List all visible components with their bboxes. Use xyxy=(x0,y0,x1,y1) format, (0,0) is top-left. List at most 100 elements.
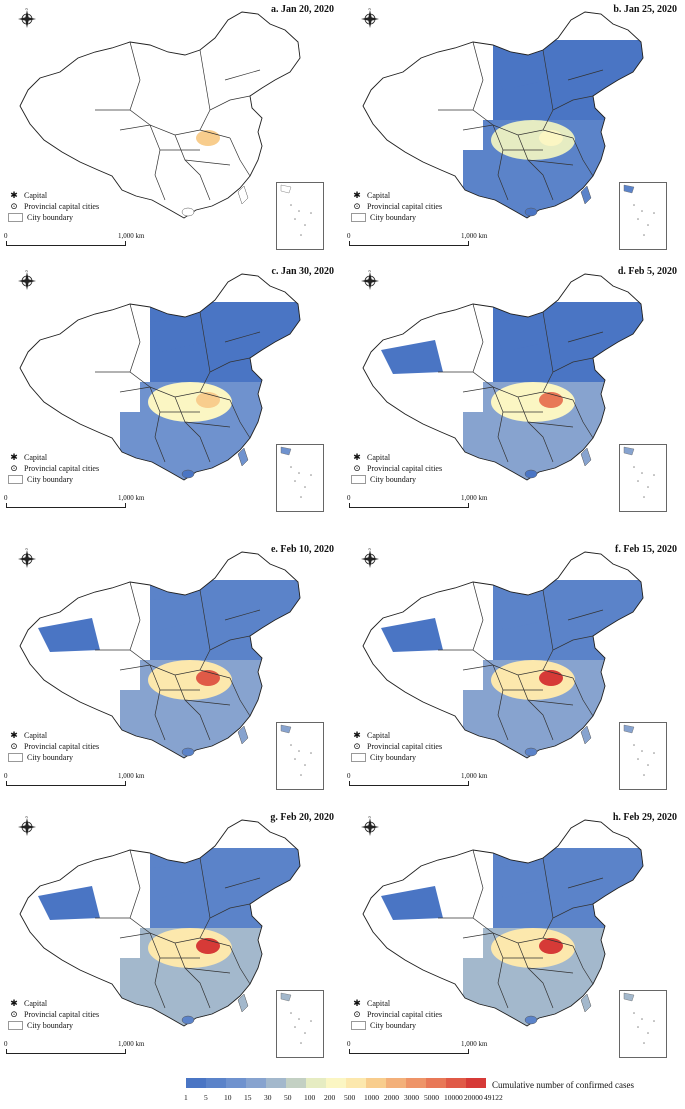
svg-text:N: N xyxy=(25,816,28,819)
colorbar-swatch xyxy=(346,1078,366,1088)
map-legend: ✱ Capital ⊙ Provincial capital cities City… xyxy=(349,190,442,223)
boundary-swatch xyxy=(8,213,23,222)
legend-boundary: City boundary xyxy=(6,1020,99,1031)
capital-icon: ✱ xyxy=(10,998,18,1008)
svg-text:N: N xyxy=(25,270,28,273)
legend-capital: ✱ Capital xyxy=(349,452,442,463)
north-arrow-icon: N xyxy=(359,814,381,838)
china-map xyxy=(362,551,644,759)
boundary-swatch xyxy=(351,1021,366,1030)
south-china-sea-inset xyxy=(619,444,667,512)
legend-provincial: ⊙ Provincial capital cities xyxy=(349,463,442,474)
legend-provincial: ⊙ Provincial capital cities xyxy=(6,463,99,474)
colorbar-swatch xyxy=(186,1078,206,1088)
map-panel: b. Jan 25, 2020 N ✱ Capital ⊙ Provincial c… xyxy=(343,0,685,262)
provincial-capital-icon: ⊙ xyxy=(353,741,361,751)
boundary-swatch xyxy=(351,475,366,484)
map-legend: ✱ Capital ⊙ Provincial capital cities City… xyxy=(6,190,99,223)
svg-text:N: N xyxy=(368,270,371,273)
north-arrow-icon: N xyxy=(16,814,38,838)
boundary-swatch xyxy=(8,1021,23,1030)
provincial-capital-icon: ⊙ xyxy=(10,201,18,211)
china-map xyxy=(19,819,301,1027)
north-arrow-icon: N xyxy=(359,6,381,30)
map-legend: ✱ Capital ⊙ Provincial capital cities City… xyxy=(349,730,442,763)
capital-icon: ✱ xyxy=(353,452,361,462)
panel-title: a. Jan 20, 2020 xyxy=(270,4,334,15)
panel-title: b. Jan 25, 2020 xyxy=(613,4,677,15)
colorbar-tick: 10000 xyxy=(444,1093,463,1102)
svg-text:N: N xyxy=(25,548,28,551)
legend-capital: ✱ Capital xyxy=(6,730,99,741)
colorbar-swatch xyxy=(366,1078,386,1088)
map-panel: c. Jan 30, 2020 N ✱ Capital ⊙ Provincial c… xyxy=(0,262,342,524)
south-china-sea-inset xyxy=(276,444,324,512)
legend-provincial: ⊙ Provincial capital cities xyxy=(6,201,99,212)
china-map xyxy=(362,819,644,1027)
colorbar-tick: 30 xyxy=(264,1093,272,1102)
capital-icon: ✱ xyxy=(10,452,18,462)
legend-provincial: ⊙ Provincial capital cities xyxy=(349,201,442,212)
panel-title: c. Jan 30, 2020 xyxy=(271,266,335,277)
boundary-swatch xyxy=(351,753,366,762)
legend-provincial: ⊙ Provincial capital cities xyxy=(349,741,442,752)
colorbar-tick: 1000 xyxy=(364,1093,379,1102)
south-china-sea-inset xyxy=(619,182,667,250)
legend-provincial: ⊙ Provincial capital cities xyxy=(349,1009,442,1020)
legend-capital: ✱ Capital xyxy=(349,998,442,1009)
legend-capital: ✱ Capital xyxy=(349,730,442,741)
legend-provincial: ⊙ Provincial capital cities xyxy=(6,1009,99,1020)
north-arrow-icon: N xyxy=(16,6,38,30)
svg-text:N: N xyxy=(368,816,371,819)
svg-text:N: N xyxy=(368,8,371,11)
colorbar-tick: 49122 xyxy=(484,1093,503,1102)
colorbar-swatch xyxy=(406,1078,426,1088)
map-panel: e. Feb 10, 2020 N ✱ Capital ⊙ Provincial c… xyxy=(0,540,342,802)
provincial-capital-icon: ⊙ xyxy=(353,463,361,473)
colorbar-tick: 500 xyxy=(344,1093,356,1102)
legend-boundary: City boundary xyxy=(6,474,99,485)
colorbar-tick: 20000 xyxy=(464,1093,483,1102)
colorbar-swatch xyxy=(446,1078,466,1088)
provincial-capital-icon: ⊙ xyxy=(10,1009,18,1019)
capital-icon: ✱ xyxy=(353,730,361,740)
china-map xyxy=(19,11,301,219)
south-china-sea-inset xyxy=(276,990,324,1058)
map-panel: a. Jan 20, 2020 N ✱ Capital ⊙ Provincial c… xyxy=(0,0,342,262)
north-arrow-icon: N xyxy=(16,546,38,570)
capital-icon: ✱ xyxy=(10,190,18,200)
colorbar-tick: 2000 xyxy=(384,1093,399,1102)
legend-boundary: City boundary xyxy=(6,752,99,763)
colorbar-swatch xyxy=(246,1078,266,1088)
south-china-sea-inset xyxy=(619,990,667,1058)
provincial-capital-icon: ⊙ xyxy=(10,741,18,751)
colorbar-swatch xyxy=(326,1078,346,1088)
boundary-swatch xyxy=(8,753,23,762)
map-legend: ✱ Capital ⊙ Provincial capital cities City… xyxy=(349,998,442,1031)
panel-title: f. Feb 15, 2020 xyxy=(615,544,677,555)
boundary-swatch xyxy=(8,475,23,484)
legend-boundary: City boundary xyxy=(349,1020,442,1031)
colorbar-swatch xyxy=(266,1078,286,1088)
colorbar-swatch xyxy=(226,1078,246,1088)
china-map xyxy=(362,273,644,481)
map-panel: h. Feb 29, 2020 N ✱ Capital ⊙ Provincial c… xyxy=(343,808,685,1070)
china-map xyxy=(19,551,301,759)
china-map xyxy=(362,11,644,219)
legend-provincial: ⊙ Provincial capital cities xyxy=(6,741,99,752)
map-legend: ✱ Capital ⊙ Provincial capital cities City… xyxy=(6,730,99,763)
legend-boundary: City boundary xyxy=(6,212,99,223)
south-china-sea-inset xyxy=(276,722,324,790)
colorbar-tick: 5 xyxy=(204,1093,208,1102)
colorbar-tick: 10 xyxy=(224,1093,232,1102)
capital-icon: ✱ xyxy=(353,998,361,1008)
colorbar-swatch xyxy=(306,1078,326,1088)
colorbar-swatch xyxy=(286,1078,306,1088)
colorbar-tick: 1 xyxy=(184,1093,188,1102)
legend-boundary: City boundary xyxy=(349,474,442,485)
provincial-capital-icon: ⊙ xyxy=(10,463,18,473)
colorbar-title: Cumulative number of confirmed cases xyxy=(492,1080,634,1090)
legend-boundary: City boundary xyxy=(349,212,442,223)
legend-capital: ✱ Capital xyxy=(6,190,99,201)
panel-title: d. Feb 5, 2020 xyxy=(617,266,677,277)
